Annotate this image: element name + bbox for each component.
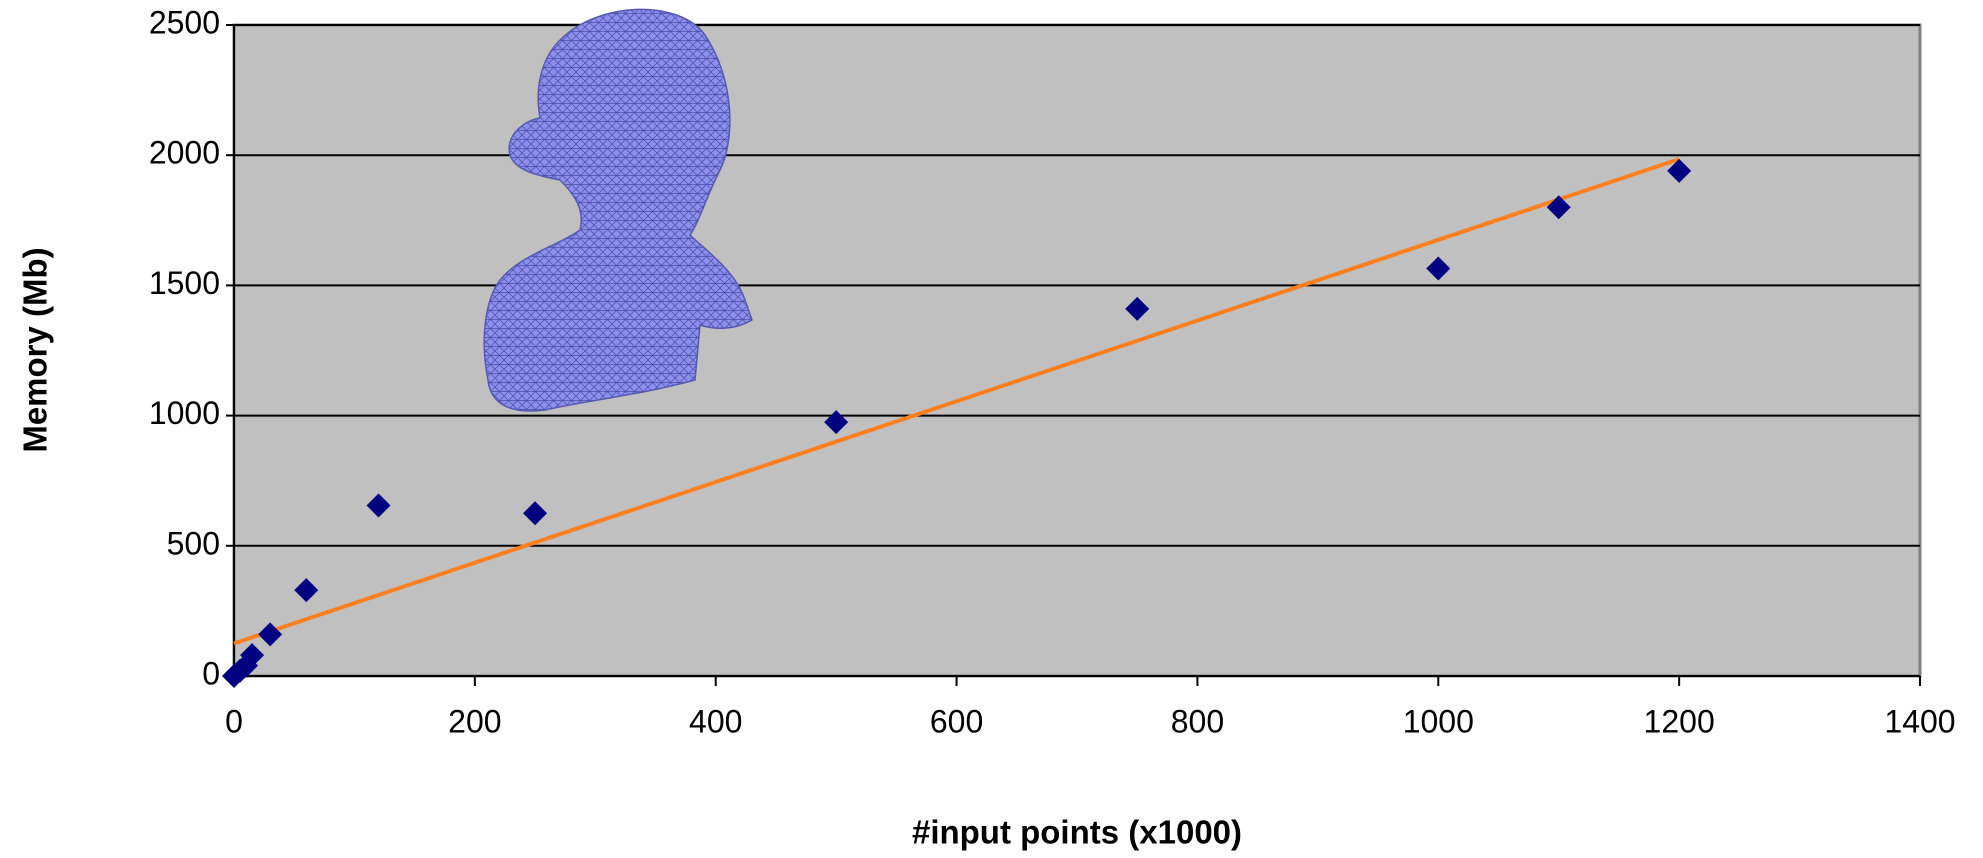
data-point xyxy=(1426,256,1451,281)
trend-line xyxy=(233,157,1680,646)
y-tick-label: 500 xyxy=(167,525,220,561)
x-tick-label: 200 xyxy=(448,703,501,739)
x-axis-label: #input points (x1000) xyxy=(912,814,1242,851)
y-axis-label: Memory (Mb) xyxy=(17,247,54,452)
x-tick-label: 1400 xyxy=(1884,703,1955,739)
data-point xyxy=(523,501,548,526)
mesh-bust-image xyxy=(483,8,753,412)
y-tick-label: 0 xyxy=(202,655,220,691)
y-tick-label: 1500 xyxy=(149,265,220,301)
y-tick-label: 2000 xyxy=(149,135,220,171)
x-tick-label: 400 xyxy=(689,703,742,739)
data-point xyxy=(258,622,283,647)
data-point xyxy=(294,578,319,603)
x-tick-label: 0 xyxy=(225,703,243,739)
data-point xyxy=(824,410,849,435)
x-tick-label: 600 xyxy=(930,703,983,739)
data-point xyxy=(1125,296,1150,321)
x-tick-label: 800 xyxy=(1171,703,1224,739)
x-tick-label: 1000 xyxy=(1403,703,1474,739)
x-tick-label: 1200 xyxy=(1644,703,1715,739)
data-point xyxy=(366,493,391,518)
data-point xyxy=(1546,195,1571,220)
data-point xyxy=(240,643,265,668)
y-tick-label: 2500 xyxy=(149,4,220,40)
y-tick-label: 1000 xyxy=(149,395,220,431)
data-point xyxy=(1667,158,1692,183)
